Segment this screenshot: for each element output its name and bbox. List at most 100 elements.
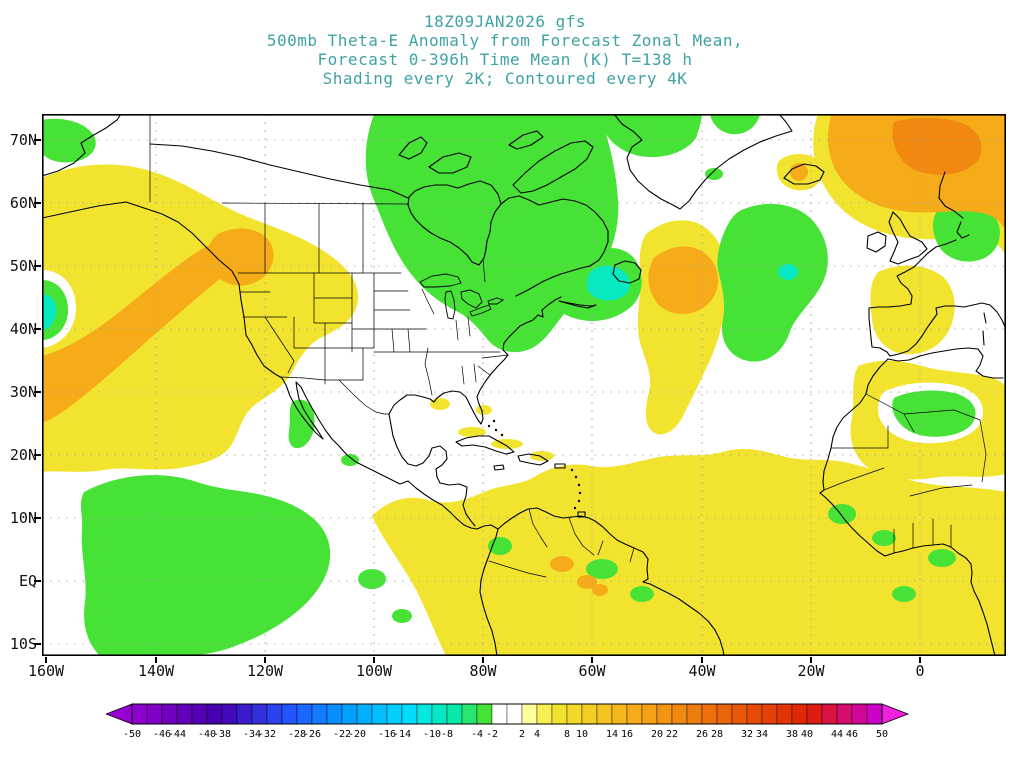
border-south-america bbox=[488, 508, 635, 578]
colorbar-segment bbox=[596, 703, 613, 725]
colorbar-segment bbox=[476, 703, 493, 725]
shade-newfoundland-orange bbox=[648, 246, 719, 314]
colorbar-segment bbox=[761, 703, 778, 725]
colorbar-segment bbox=[791, 703, 808, 725]
coast-newfoundland bbox=[612, 260, 642, 284]
colorbar-segment bbox=[521, 703, 538, 725]
border-provinces bbox=[264, 202, 486, 283]
colorbar-segment bbox=[536, 703, 553, 725]
colorbar-segment bbox=[776, 703, 793, 725]
x-axis-label: 40W bbox=[688, 662, 716, 680]
coast-jamaica bbox=[493, 464, 505, 471]
colorbar-segment bbox=[671, 703, 688, 725]
coast-trinidad bbox=[577, 511, 586, 518]
colorbar-label: -44 bbox=[168, 729, 186, 740]
x-axis-label: 100W bbox=[355, 662, 393, 680]
colorbar-label: 14 bbox=[606, 729, 618, 740]
x-axis-tick bbox=[810, 657, 812, 663]
shade-cuba-speck-2 bbox=[491, 439, 523, 449]
colorbar-label: 40 bbox=[801, 729, 813, 740]
border-us-mexico bbox=[280, 376, 390, 415]
colorbar-segment bbox=[866, 703, 883, 725]
colorbar-label: 46 bbox=[846, 729, 858, 740]
colorbar-segment bbox=[626, 703, 643, 725]
coast-europe bbox=[868, 239, 1006, 357]
x-axis-tick bbox=[701, 657, 703, 663]
coast-hispaniola bbox=[517, 453, 549, 466]
y-axis-label: 60N bbox=[9, 194, 37, 212]
island-bahamas-1 bbox=[487, 424, 491, 428]
shade-cuba-speck-1 bbox=[458, 427, 486, 437]
map-border bbox=[42, 114, 1006, 656]
colorbar-segment bbox=[506, 703, 523, 725]
colorbar-segment bbox=[821, 703, 838, 725]
colorbar-segment bbox=[161, 703, 178, 725]
colorbar-label: -38 bbox=[213, 729, 231, 740]
x-axis-tick bbox=[155, 657, 157, 663]
colorbar-arrow-left bbox=[106, 703, 133, 725]
shade-wafrica-green-4 bbox=[892, 586, 916, 602]
colorbar-segment bbox=[686, 703, 703, 725]
colorbar-label: -40 bbox=[198, 729, 216, 740]
y-axis-label: 10N bbox=[9, 509, 37, 527]
colorbar-segment bbox=[401, 703, 418, 725]
x-axis-tick bbox=[45, 657, 47, 663]
colorbar-segment bbox=[296, 703, 313, 725]
x-axis-tick bbox=[482, 657, 484, 663]
coast-africa-med bbox=[887, 347, 1004, 379]
coast-iceland bbox=[783, 163, 825, 185]
x-axis-label: 160W bbox=[27, 662, 65, 680]
colorbar-label: -46 bbox=[153, 729, 171, 740]
x-axis-label: 120W bbox=[246, 662, 284, 680]
colorbar-segment bbox=[656, 703, 673, 725]
lake-erie bbox=[469, 304, 492, 317]
title-line-4: Shading every 2K; Contoured every 4K bbox=[322, 69, 688, 88]
shade-sa-orange-1 bbox=[550, 556, 574, 572]
colorbar-segment bbox=[146, 703, 163, 725]
colorbar-segment bbox=[581, 703, 598, 725]
shade-davis-strait-green bbox=[598, 114, 702, 158]
colorbar-segment bbox=[491, 703, 508, 725]
colorbar-segment bbox=[131, 703, 148, 725]
shade-panama-green bbox=[488, 537, 512, 555]
colorbar: -50 -46 -44 -40 -38 -34 -32 -28 -26 -22 -20 -16 -14-… bbox=[106, 702, 916, 748]
colorbar-segment bbox=[341, 703, 358, 725]
coast-hudson-bay bbox=[407, 180, 502, 266]
shade-west-edge-aqua bbox=[42, 294, 57, 330]
colorbar-segment bbox=[221, 703, 238, 725]
title-line-2: 500mb Theta-E Anomaly from Forecast Zona… bbox=[266, 31, 744, 50]
colorbar-segment bbox=[746, 703, 763, 725]
coast-great-britain bbox=[888, 211, 928, 265]
coast-banks-island bbox=[398, 136, 428, 160]
colorbar-segment bbox=[431, 703, 448, 725]
political-borders-layer bbox=[149, 114, 987, 578]
border-us-east bbox=[455, 316, 509, 385]
colorbar-arrow-right bbox=[881, 703, 910, 725]
colorbar-label: 16 bbox=[621, 729, 633, 740]
colorbar-label: 28 bbox=[711, 729, 723, 740]
border-60n bbox=[221, 202, 409, 205]
shade-tropic-speck-2 bbox=[358, 569, 386, 589]
border-africa bbox=[823, 393, 987, 554]
coast-scandinavia bbox=[938, 171, 970, 239]
title-line-3: Forecast 0-396h Time Mean (K) T=138 h bbox=[317, 50, 693, 69]
colorbar-segment bbox=[446, 703, 463, 725]
colorbar-segment bbox=[461, 703, 478, 725]
coast-victoria-island bbox=[428, 152, 472, 174]
y-axis-tick bbox=[34, 265, 41, 267]
y-axis-tick bbox=[34, 517, 41, 519]
coastline-layer bbox=[42, 114, 1006, 656]
colorbar-segment bbox=[611, 703, 628, 725]
great-lakes-layer bbox=[419, 273, 505, 320]
colorbar-label: 10 bbox=[576, 729, 588, 740]
colorbar-label: -2 bbox=[486, 729, 498, 740]
lake-huron bbox=[460, 289, 483, 309]
shade-brazil-green bbox=[630, 586, 654, 602]
colorbar-label: -26 bbox=[303, 729, 321, 740]
shade-wafrica-green-2 bbox=[872, 530, 896, 546]
coast-st-lawrence bbox=[515, 265, 591, 297]
x-axis-tick bbox=[373, 657, 375, 663]
colorbar-segment bbox=[386, 703, 403, 725]
colorbar-label: 4 bbox=[534, 729, 540, 740]
